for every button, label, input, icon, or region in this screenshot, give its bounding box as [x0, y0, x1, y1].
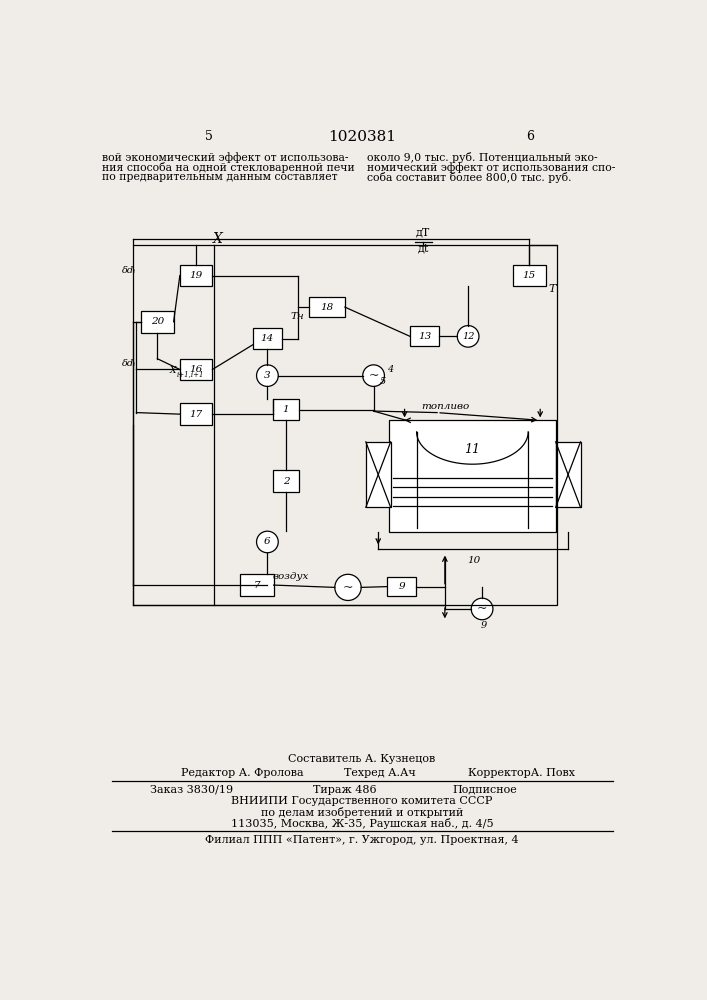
Text: Редактор А. Фролова: Редактор А. Фролова — [182, 768, 304, 778]
Text: 16: 16 — [189, 365, 203, 374]
Text: T: T — [548, 284, 556, 294]
Text: 12: 12 — [462, 332, 474, 341]
Bar — [389, 420, 556, 532]
Text: 13: 13 — [418, 332, 431, 341]
Text: 14: 14 — [261, 334, 274, 343]
Text: ~: ~ — [477, 602, 487, 615]
Bar — [273, 470, 299, 492]
Bar — [273, 399, 299, 420]
Bar — [309, 297, 345, 317]
Text: ния способа на одной стекловаренной печи: ния способа на одной стекловаренной печи — [103, 162, 355, 173]
Text: 11: 11 — [464, 443, 480, 456]
Bar — [387, 577, 416, 596]
Bar — [410, 326, 440, 346]
Text: X: X — [170, 366, 176, 375]
Circle shape — [363, 365, 385, 386]
Text: 4: 4 — [387, 365, 394, 374]
Text: 6: 6 — [526, 130, 534, 143]
Text: δdᵢ: δdᵢ — [122, 266, 136, 275]
Text: i+1,i+1: i+1,i+1 — [177, 370, 204, 378]
Text: Тираж 486: Тираж 486 — [313, 785, 377, 795]
Text: 6: 6 — [264, 537, 271, 546]
Text: 15: 15 — [522, 271, 536, 280]
Text: 3: 3 — [264, 371, 271, 380]
Text: по предварительным данным составляет: по предварительным данным составляет — [103, 172, 338, 182]
Text: 7: 7 — [253, 581, 260, 590]
Bar — [240, 574, 274, 596]
Text: 10: 10 — [468, 556, 481, 565]
Text: топливо: топливо — [421, 402, 470, 411]
Bar — [132, 245, 557, 605]
Text: 9: 9 — [398, 582, 405, 591]
Circle shape — [257, 531, 279, 553]
Text: вой экономический эффект от использова-: вой экономический эффект от использова- — [103, 152, 349, 163]
Text: воздух: воздух — [272, 572, 308, 581]
Text: Филиал ППП «Патент», г. Ужгород, ул. Проектная, 4: Филиал ППП «Патент», г. Ужгород, ул. Про… — [205, 835, 519, 845]
Text: 1: 1 — [283, 405, 289, 414]
Circle shape — [472, 598, 493, 620]
Text: соба составит более 800,0 тыс. руб.: соба составит более 800,0 тыс. руб. — [368, 172, 572, 183]
Text: 20: 20 — [151, 317, 164, 326]
Text: 9: 9 — [481, 621, 486, 630]
Circle shape — [457, 326, 479, 347]
Text: X: X — [213, 232, 223, 246]
Text: 1020381: 1020381 — [328, 130, 396, 144]
Text: δdᵢ: δdᵢ — [122, 359, 136, 368]
Text: дT: дT — [416, 227, 431, 237]
Bar — [252, 328, 282, 349]
Text: Составитель А. Кузнецов: Составитель А. Кузнецов — [288, 754, 436, 764]
Text: ВНИИПИ Государственного комитета СССР: ВНИИПИ Государственного комитета СССР — [231, 796, 493, 806]
Bar — [366, 442, 391, 507]
Text: 17: 17 — [189, 410, 203, 419]
Text: ~: ~ — [368, 369, 379, 382]
Text: около 9,0 тыс. руб. Потенциальный эко-: около 9,0 тыс. руб. Потенциальный эко- — [368, 152, 598, 163]
Circle shape — [335, 574, 361, 600]
Text: по делам изобретений и открытий: по делам изобретений и открытий — [261, 807, 463, 818]
Text: Техред А.Ач: Техред А.Ач — [344, 768, 416, 778]
Text: Тн: Тн — [291, 312, 305, 321]
Text: 18: 18 — [320, 303, 334, 312]
Text: КорректорА. Повх: КорректорА. Повх — [468, 768, 575, 778]
Circle shape — [257, 365, 279, 386]
Bar — [513, 265, 546, 286]
Bar — [180, 265, 212, 286]
Bar — [556, 442, 580, 507]
Text: 113035, Москва, Ж-35, Раушская наб., д. 4/5: 113035, Москва, Ж-35, Раушская наб., д. … — [230, 818, 493, 829]
Bar — [180, 403, 212, 425]
Text: 5: 5 — [380, 377, 386, 386]
Text: 19: 19 — [189, 271, 203, 280]
Text: 2: 2 — [283, 477, 289, 486]
Text: Подписное: Подписное — [452, 785, 518, 795]
Bar — [180, 359, 212, 380]
Text: дt: дt — [418, 243, 429, 253]
Text: Заказ 3830/19: Заказ 3830/19 — [151, 785, 233, 795]
Text: номический эффект от использования спо-: номический эффект от использования спо- — [368, 162, 616, 173]
Text: 5: 5 — [204, 130, 212, 143]
Text: ~: ~ — [343, 581, 354, 594]
Bar — [141, 311, 174, 333]
